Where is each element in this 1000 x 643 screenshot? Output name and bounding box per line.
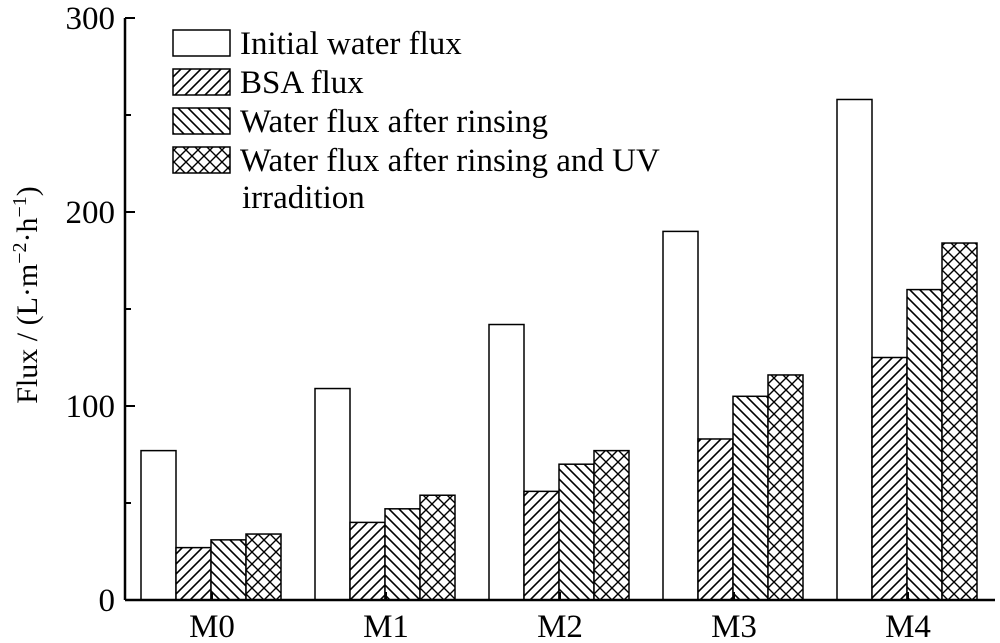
y-axis-label-main: Flux / (L·m xyxy=(11,264,44,404)
bar-m0-series-2 xyxy=(175,546,212,601)
y-axis-label-mid: ·h xyxy=(11,218,44,243)
bar-m3-series-1 xyxy=(662,230,699,601)
bar-m3-series-4 xyxy=(767,374,804,601)
y-tick-label: 0 xyxy=(99,583,116,619)
x-tick-label-m3: M3 xyxy=(711,609,757,643)
x-tick-label-m0: M0 xyxy=(189,609,235,643)
legend-swatch-2 xyxy=(172,68,231,96)
y-axis-label: Flux / (L·m−2·h−1) xyxy=(9,186,44,404)
bar-m0-series-4 xyxy=(245,533,282,601)
bar-m3-series-2 xyxy=(697,438,734,601)
bar-m0-series-3 xyxy=(210,539,247,601)
legend-label-2: BSA flux xyxy=(240,65,364,101)
bar-m0-series-1 xyxy=(140,449,177,601)
y-tick-label: 100 xyxy=(66,389,116,425)
bar-m4-series-2 xyxy=(871,356,908,601)
x-ticks: M0 M1 M2 M3 M4 xyxy=(189,592,931,643)
x-tick-label-m1: M1 xyxy=(363,609,409,643)
legend-label-4: Water flux after rinsing and UV xyxy=(240,143,660,179)
y-axis-label-sup1: −2 xyxy=(9,243,31,264)
bar-m4-series-3 xyxy=(906,288,943,601)
legend-swatch-4 xyxy=(172,146,231,174)
y-axis-label-end: ) xyxy=(11,186,44,196)
bar-m1-series-1 xyxy=(314,387,351,601)
y-tick-label: 200 xyxy=(66,195,116,231)
bar-m1-series-2 xyxy=(349,521,386,601)
bars xyxy=(140,98,978,601)
legend-swatch-1 xyxy=(172,29,231,57)
bar-m2-series-2 xyxy=(523,490,560,601)
bar-m1-series-3 xyxy=(384,508,421,601)
y-axis-label-sup2: −1 xyxy=(9,196,31,217)
bar-m2-series-4 xyxy=(593,449,630,601)
legend-label-3: Water flux after rinsing xyxy=(240,104,548,140)
legend-label-1: Initial water flux xyxy=(240,26,462,62)
bar-m1-series-4 xyxy=(419,494,456,601)
bar-m4-series-4 xyxy=(941,242,978,601)
legend-swatch-3 xyxy=(172,107,231,135)
y-ticks: 0 100 200 300 xyxy=(66,1,135,619)
bar-m2-series-3 xyxy=(558,463,595,601)
x-tick-label-m2: M2 xyxy=(537,609,583,643)
legend-label-4-line-2: irradition xyxy=(242,180,365,216)
bar-m4-series-1 xyxy=(836,98,873,601)
bar-m3-series-3 xyxy=(732,395,769,601)
bar-m2-series-1 xyxy=(488,323,525,601)
y-tick-label: 300 xyxy=(66,1,116,37)
x-tick-label-m4: M4 xyxy=(885,609,931,643)
